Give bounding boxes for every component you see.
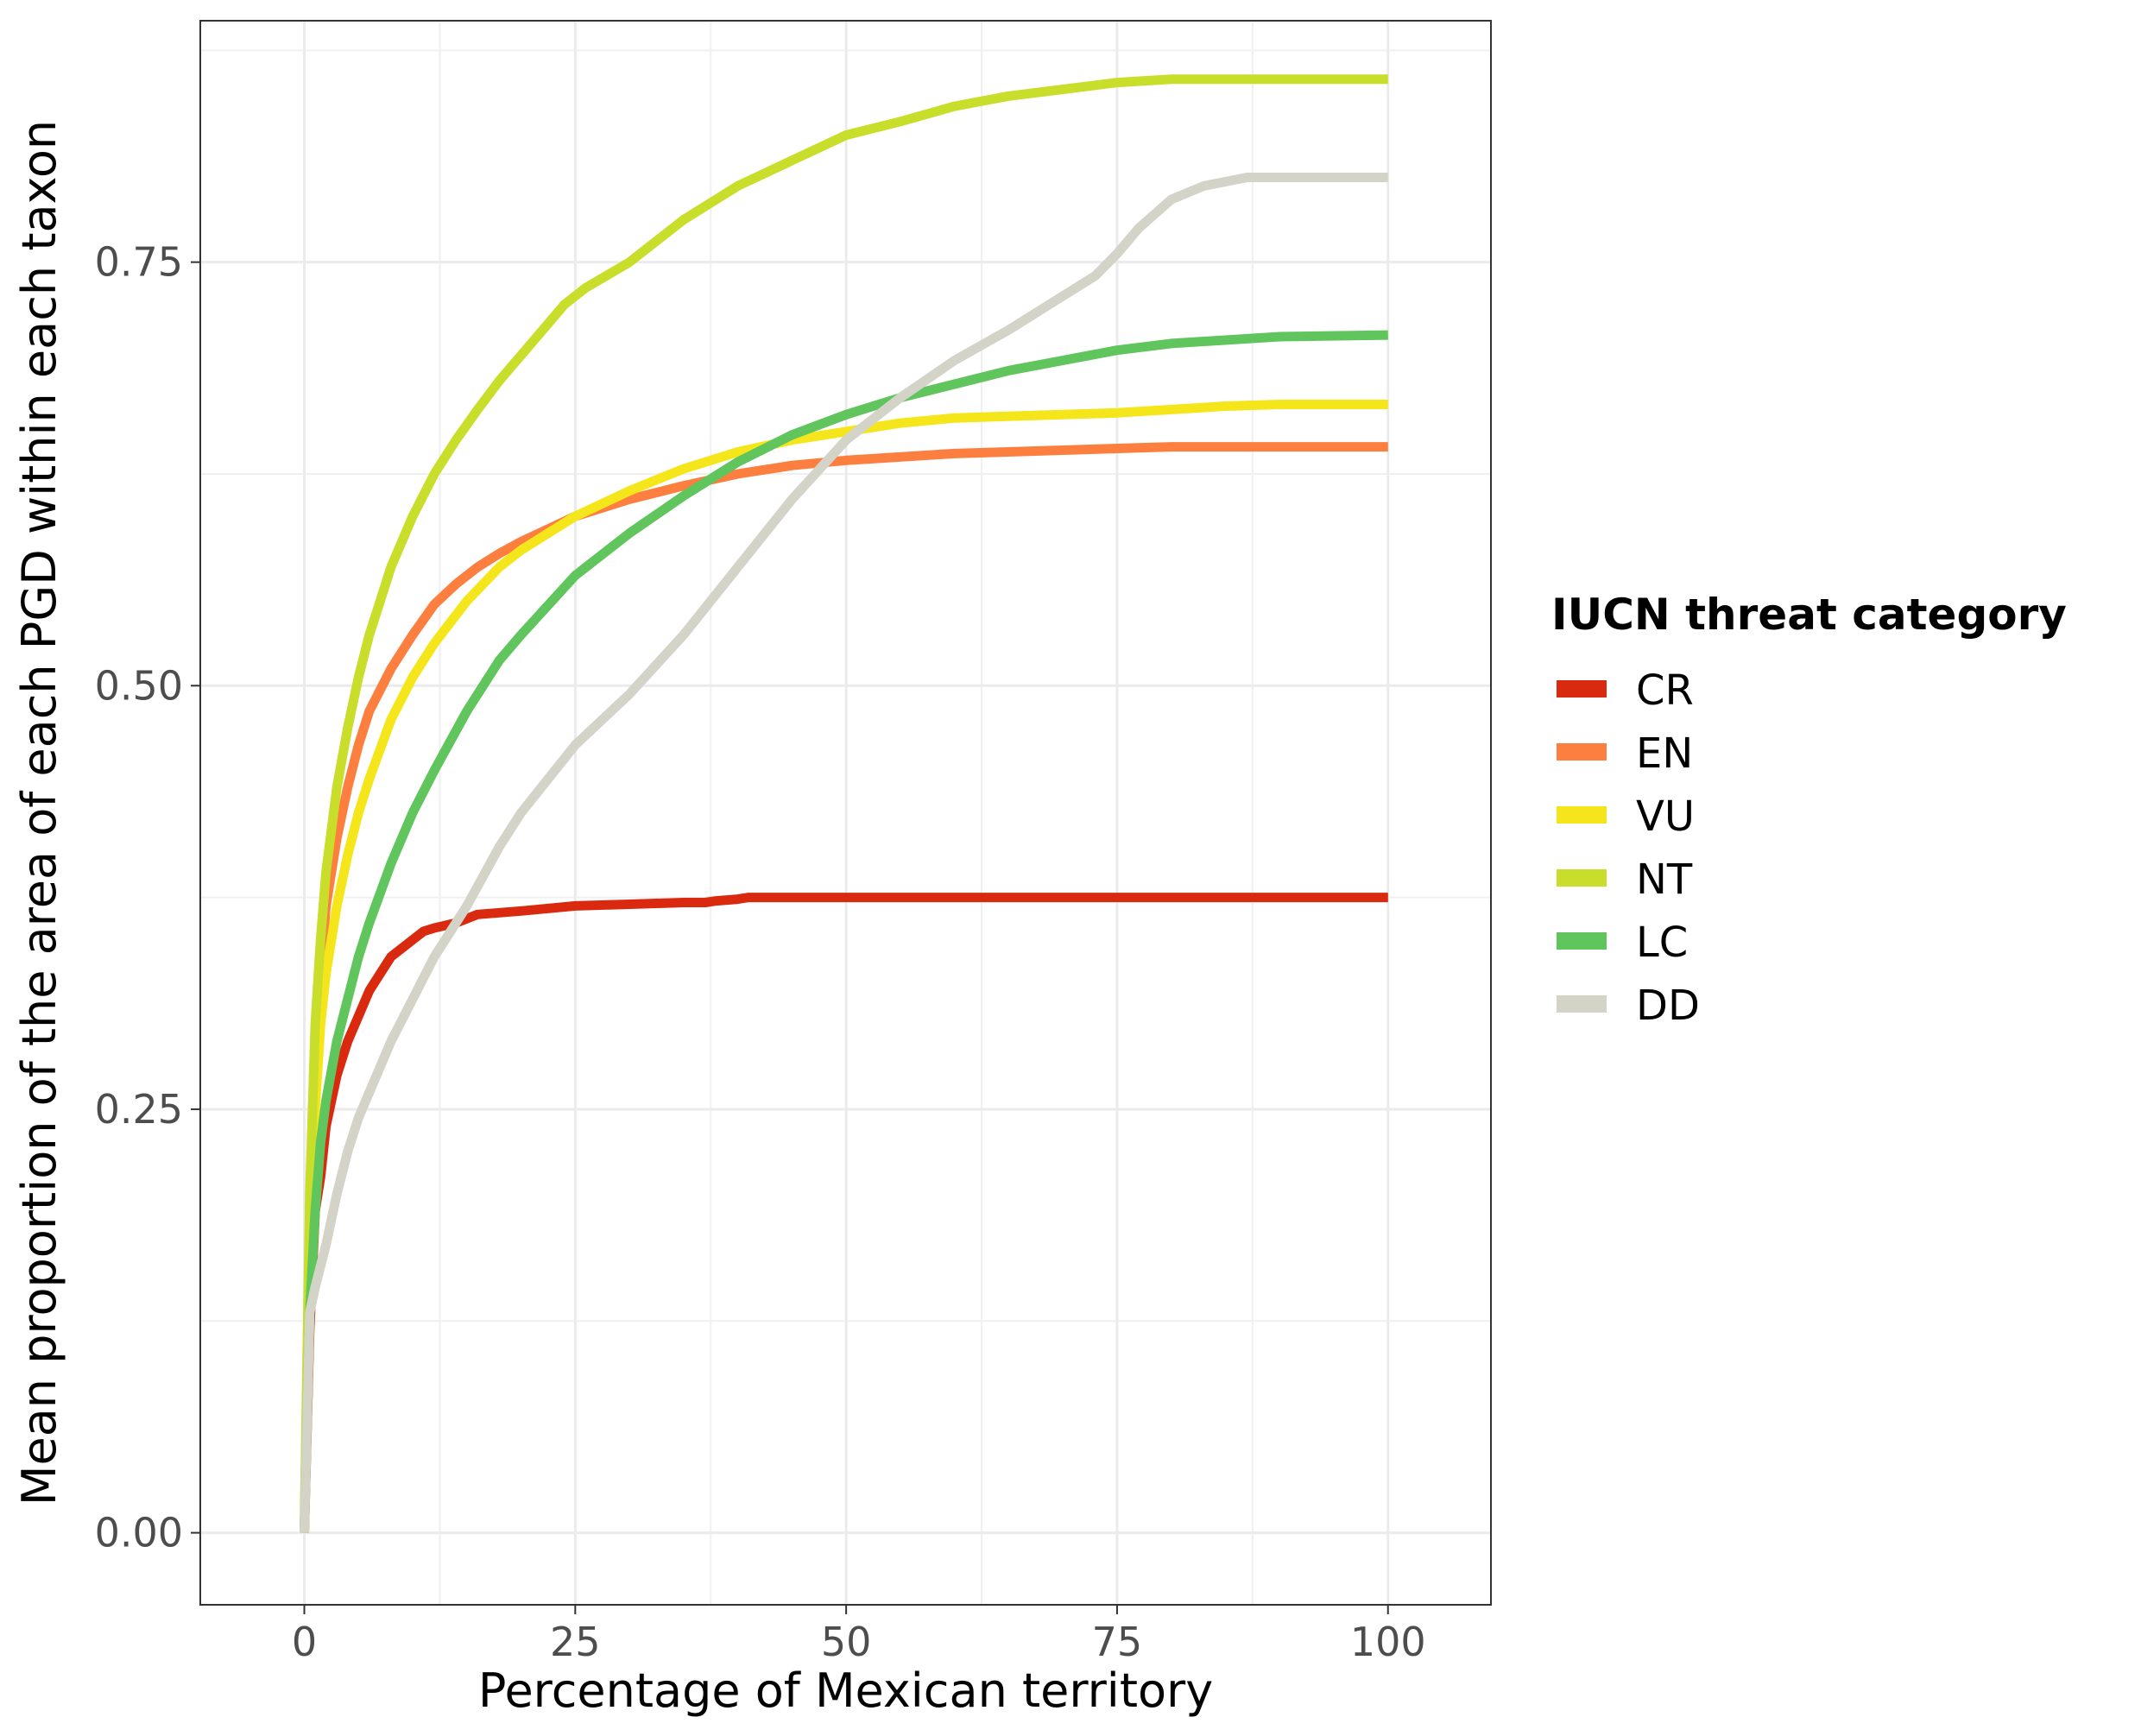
legend-label-cr: CR bbox=[1636, 666, 1694, 715]
series-lines bbox=[300, 74, 1388, 1533]
x-tick-label: 100 bbox=[1350, 1619, 1426, 1665]
legend-title: IUCN threat category bbox=[1551, 590, 2067, 640]
legend-label-lc: LC bbox=[1636, 919, 1688, 967]
series-line-dd bbox=[300, 173, 1388, 1533]
legend-key-dd bbox=[1557, 995, 1607, 1013]
x-tick-label: 25 bbox=[550, 1619, 601, 1665]
legend-key-en bbox=[1557, 743, 1607, 761]
x-tick-label: 75 bbox=[1092, 1619, 1143, 1665]
legend-label-dd: DD bbox=[1636, 982, 1700, 1030]
legend-label-en: EN bbox=[1636, 729, 1693, 778]
y-tick-label: 0.00 bbox=[95, 1510, 183, 1556]
y-axis-title: Mean proportion of the area of each PGD … bbox=[12, 120, 66, 1506]
legend-key-nt bbox=[1557, 869, 1607, 887]
legend-label-nt: NT bbox=[1636, 855, 1693, 904]
x-tick-label: 50 bbox=[821, 1619, 872, 1665]
y-tick-label: 0.25 bbox=[95, 1086, 183, 1133]
x-axis: 0 25 50 75 100 bbox=[292, 1605, 1426, 1665]
legend-label-vu: VU bbox=[1636, 792, 1695, 841]
y-tick-label: 0.75 bbox=[95, 239, 183, 286]
legend-items: CR EN VU NT LC DD bbox=[1557, 666, 1700, 1030]
series-line-vu bbox=[300, 400, 1388, 1533]
legend: IUCN threat category CR EN VU NT LC DD bbox=[1551, 590, 2067, 1030]
x-tick-label: 0 bbox=[292, 1619, 317, 1665]
series-line-cr bbox=[300, 893, 1388, 1533]
series-line-lc bbox=[300, 330, 1388, 1533]
legend-key-vu bbox=[1557, 806, 1607, 824]
legend-key-lc bbox=[1557, 932, 1607, 950]
legend-key-cr bbox=[1557, 680, 1607, 698]
x-axis-title: Percentage of Mexican territory bbox=[478, 1663, 1213, 1718]
y-tick-label: 0.50 bbox=[95, 662, 183, 709]
series-line-nt bbox=[300, 74, 1388, 1533]
y-axis: 0.00 0.25 0.50 0.75 bbox=[95, 239, 200, 1556]
